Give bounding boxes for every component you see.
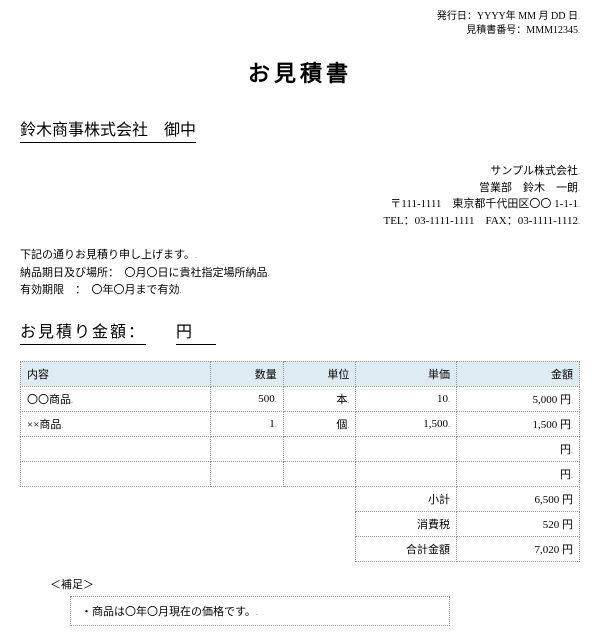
sender-contact: TEL：03-1111-1111 FAX：03-1111-1112 bbox=[20, 213, 580, 230]
cell-desc: 〇〇商品 bbox=[21, 386, 211, 411]
cell-amt: 円 bbox=[456, 436, 579, 461]
cell-unit: 本 bbox=[283, 386, 356, 411]
sender-company: サンプル株式会社 bbox=[20, 163, 580, 180]
table-row: 円 bbox=[21, 461, 580, 486]
th-price: 単価 bbox=[356, 361, 457, 386]
note-intro: 下記の通りお見積り申し上げます。 bbox=[20, 247, 580, 265]
cell-amt: 円 bbox=[456, 461, 579, 486]
quote-table: 内容 数量 単位 単価 金額 〇〇商品500本105,000 円××商品1個1,… bbox=[20, 361, 580, 562]
table-row: 円 bbox=[21, 436, 580, 461]
table-row: ××商品1個1,5001,500 円 bbox=[21, 411, 580, 436]
sender-dept-person: 営業部 鈴木 一朗 bbox=[20, 180, 580, 197]
cell-unit bbox=[283, 461, 356, 486]
subtotal-label: 小計 bbox=[356, 486, 457, 511]
th-unit: 単位 bbox=[283, 361, 356, 386]
cell-price: 1,500 bbox=[356, 411, 457, 436]
th-qty: 数量 bbox=[211, 361, 284, 386]
cell-qty bbox=[211, 436, 284, 461]
cell-desc: ××商品 bbox=[21, 411, 211, 436]
th-desc: 内容 bbox=[21, 361, 211, 386]
cell-qty: 500 bbox=[211, 386, 284, 411]
tax-label: 消費税 bbox=[356, 511, 457, 536]
note-validity: 有効期限 ： 〇年〇月まで有効 bbox=[20, 282, 580, 300]
sender-address: 〒111-1111 東京都千代田区〇〇 1-1-1 bbox=[20, 196, 580, 213]
cell-unit bbox=[283, 436, 356, 461]
cell-price bbox=[356, 436, 457, 461]
estimate-amount-currency: 円 bbox=[176, 324, 194, 341]
estimate-amount-label: お見積り金額： bbox=[20, 318, 146, 345]
cell-qty bbox=[211, 461, 284, 486]
cell-amt: 1,500 円 bbox=[456, 411, 579, 436]
footnote-body: ・商品は〇年〇月現在の価格です。 bbox=[81, 606, 258, 618]
issue-date: 発行日：YYYY年 MM 月 DD 日 bbox=[20, 10, 580, 24]
document-number: 見積書番号：MMM12345 bbox=[20, 24, 580, 38]
cell-unit: 個 bbox=[283, 411, 356, 436]
document-title: お見積書 bbox=[20, 56, 580, 88]
cell-desc bbox=[21, 436, 211, 461]
subtotal-value: 6,500 円 bbox=[456, 486, 579, 511]
footnote-heading: ＜補足＞ bbox=[50, 576, 580, 592]
addressee: 鈴木商事株式会社 御中 bbox=[20, 116, 196, 143]
th-amt: 金額 bbox=[456, 361, 579, 386]
cell-price: 10 bbox=[356, 386, 457, 411]
cell-desc bbox=[21, 461, 211, 486]
total-value: 7,020 円 bbox=[456, 536, 579, 561]
cell-amt: 5,000 円 bbox=[456, 386, 579, 411]
note-delivery: 納品期日及び場所： 〇月〇日に貴社指定場所納品 bbox=[20, 265, 580, 283]
cell-price bbox=[356, 461, 457, 486]
total-label: 合計金額 bbox=[356, 536, 457, 561]
tax-value: 520 円 bbox=[456, 511, 579, 536]
table-row: 〇〇商品500本105,000 円 bbox=[21, 386, 580, 411]
cell-qty: 1 bbox=[211, 411, 284, 436]
